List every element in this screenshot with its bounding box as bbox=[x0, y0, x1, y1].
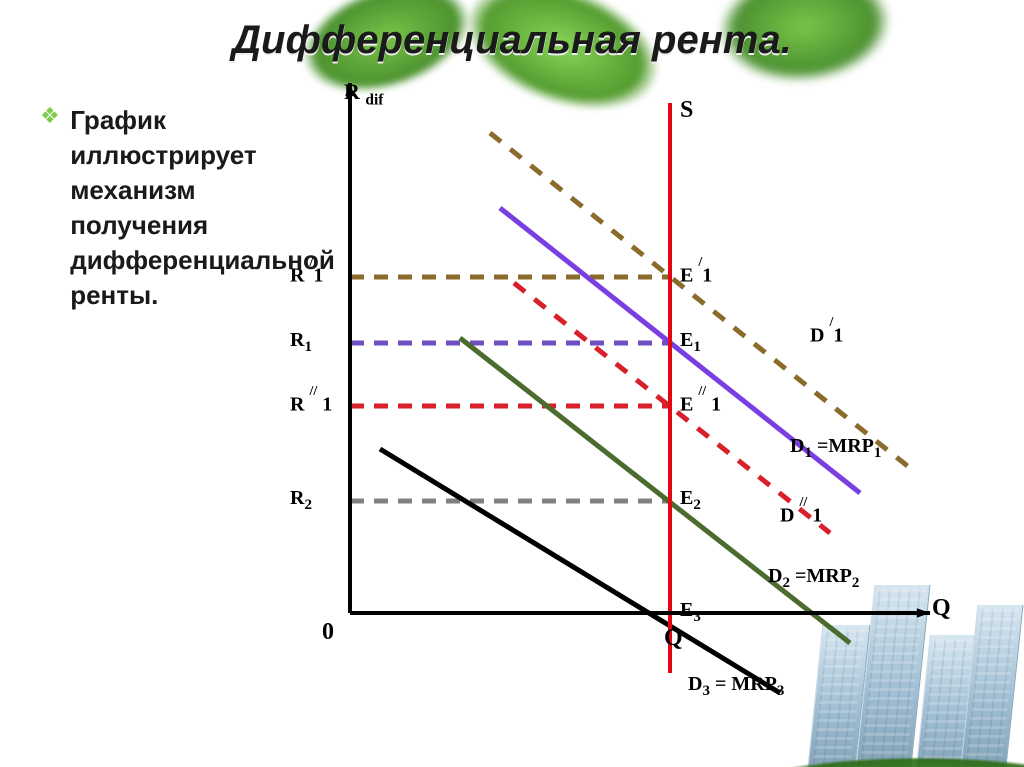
chart-area: 0R difQQSD /1D1 =MRP1D // 1D2 =MRP2D3 = … bbox=[290, 73, 994, 693]
bullet-block: ❖ График иллюстрирует механизм получения… bbox=[40, 73, 290, 314]
page-title: Дифференциальная рента. bbox=[0, 18, 1024, 63]
decorative-grass bbox=[764, 745, 1024, 767]
bullet-text: График иллюстрирует механизм получения д… bbox=[70, 103, 270, 314]
differential-rent-chart bbox=[290, 73, 990, 693]
bullet-diamond-icon: ❖ bbox=[40, 103, 60, 129]
